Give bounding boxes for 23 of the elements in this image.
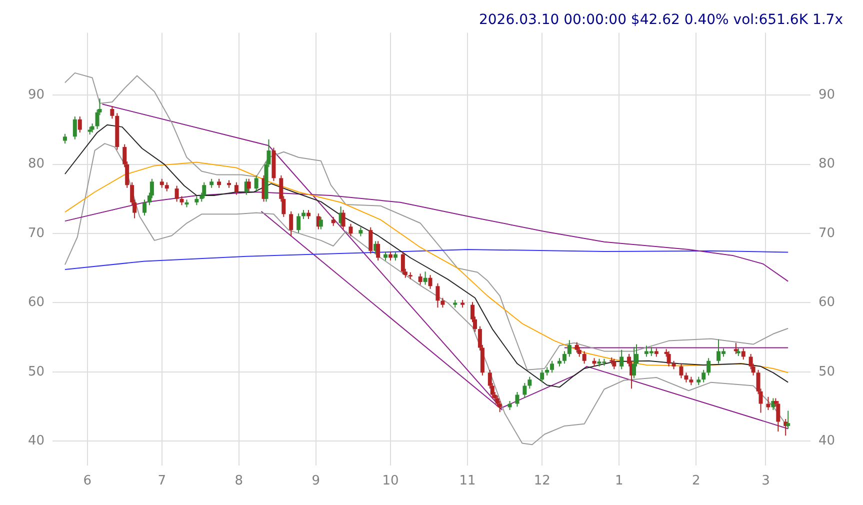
x-tick-label: 1 <box>614 474 624 489</box>
y-tick-label: 60 <box>28 295 45 310</box>
y-tick-label: 90 <box>28 87 45 102</box>
y2-tick-label: 90 <box>818 87 836 102</box>
x-tick-label: 11 <box>459 474 476 489</box>
chart-title: 2026.03.10 00:00:00 $42.62 0.40% vol:651.6K 1.7x <box>478 12 843 28</box>
x-tick-label: 7 <box>158 474 166 489</box>
x-tick-label: 3 <box>762 474 770 489</box>
x-tick-label: 2 <box>692 474 700 489</box>
x-tick-label: 10 <box>382 474 399 489</box>
y2-tick-label: 40 <box>818 434 836 449</box>
x-tick-label: 12 <box>534 474 550 489</box>
y2-tick-label: 70 <box>818 226 836 241</box>
x-tick-label: 6 <box>83 474 92 489</box>
y-tick-label: 70 <box>28 226 45 241</box>
y2-tick-label: 60 <box>818 295 836 310</box>
y2-tick-label: 80 <box>818 156 836 172</box>
y-tick-label: 50 <box>28 364 45 380</box>
x-tick-label: 9 <box>312 474 320 489</box>
y-tick-label: 40 <box>28 434 45 449</box>
y-tick-label: 80 <box>28 156 45 172</box>
y2-tick-label: 50 <box>818 364 836 380</box>
x-tick-label: 8 <box>234 474 244 489</box>
